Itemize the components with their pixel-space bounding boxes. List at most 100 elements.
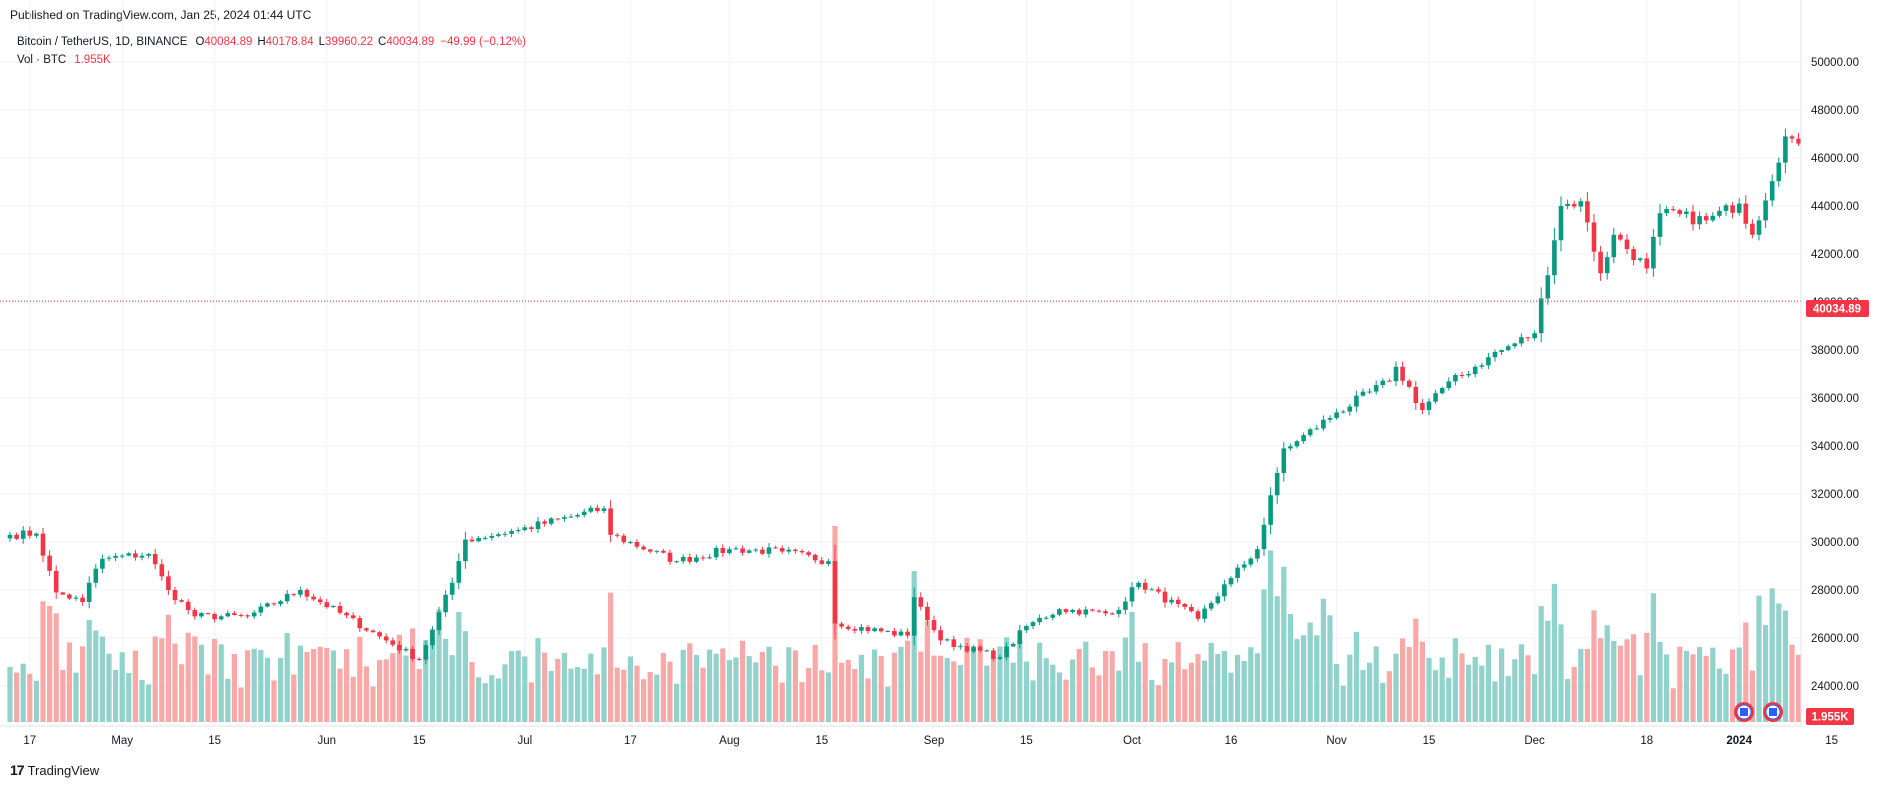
volume-bar <box>1182 669 1188 722</box>
volume-bar <box>1697 647 1703 722</box>
candle-body <box>1083 609 1089 615</box>
candle-body <box>377 632 382 637</box>
volume-bar <box>1089 667 1095 722</box>
volume-bar <box>1393 653 1399 722</box>
candle-body <box>542 521 547 524</box>
candle-body <box>1314 428 1320 430</box>
candle-body <box>964 646 970 652</box>
volume-bar <box>1710 647 1716 722</box>
candle-body <box>634 541 640 547</box>
candle-body <box>1301 435 1306 442</box>
volume-bar <box>1004 637 1010 722</box>
candle-body <box>14 534 19 539</box>
candle-body <box>73 597 79 599</box>
time-tick-label: 18 <box>1640 735 1653 747</box>
candle-body <box>1684 211 1689 215</box>
volume-bar <box>938 655 944 722</box>
candle-body <box>482 537 488 539</box>
volume-bar <box>1043 658 1049 722</box>
volume-bar <box>1380 682 1386 722</box>
volume-bar <box>86 620 92 722</box>
volume-bar <box>1109 651 1115 722</box>
candle-body <box>324 602 330 608</box>
candle-body <box>410 648 415 659</box>
volume-bar <box>1565 679 1571 722</box>
candle-body <box>1327 417 1333 420</box>
candle-body <box>806 552 811 555</box>
candle-body <box>1459 374 1465 376</box>
candle-body <box>1413 386 1419 403</box>
candle-body <box>1710 215 1716 221</box>
volume-bar <box>568 668 574 722</box>
candle-body <box>218 616 224 620</box>
candle-body <box>1149 589 1155 591</box>
candle-body <box>1545 275 1551 299</box>
candle-body <box>1690 211 1696 225</box>
volume-bar <box>614 667 620 722</box>
candle-body <box>1076 609 1082 615</box>
volume-bar <box>528 682 534 722</box>
volume-bar <box>113 669 119 722</box>
candle-body <box>172 590 178 601</box>
volume-bar <box>489 675 495 722</box>
volume-bar <box>245 650 251 722</box>
volume-bar <box>377 660 383 722</box>
candle-body <box>1406 380 1412 387</box>
volume-bar <box>984 665 990 722</box>
volume-bar <box>1294 639 1300 722</box>
candle-body <box>1162 591 1168 603</box>
footer-brand[interactable]: 17 TradingView <box>10 762 99 778</box>
volume-bar <box>542 652 548 722</box>
volume-bar <box>20 663 26 722</box>
volume-bar <box>357 636 363 722</box>
candle-body <box>284 593 290 602</box>
candle-body <box>760 549 765 554</box>
footer-brand-text: TradingView <box>27 762 100 778</box>
time-tick-label: 16 <box>1225 735 1238 747</box>
last-volume-badge-text: 1.955K <box>1811 712 1849 724</box>
candle-body <box>364 628 369 631</box>
candle-body <box>905 631 910 636</box>
candle-body <box>1241 564 1247 568</box>
candle-body <box>826 561 831 564</box>
volume-bar <box>839 662 845 722</box>
candle-body <box>595 507 600 511</box>
candle-body <box>1354 395 1359 407</box>
volume-bar <box>304 651 310 722</box>
volume-bar <box>80 646 86 722</box>
volume-bar <box>1479 665 1485 722</box>
candle-body <box>463 539 468 562</box>
volume-bar <box>601 647 607 722</box>
candle-body <box>892 630 897 636</box>
candle-body <box>1598 251 1603 274</box>
candle-body <box>971 646 976 652</box>
volume-bar <box>1347 654 1353 722</box>
volume-bar <box>1367 662 1373 722</box>
candle-body <box>185 601 191 611</box>
candle-body <box>304 590 310 597</box>
volume-bar <box>396 634 402 722</box>
volume-bar <box>1459 653 1465 722</box>
candle-body <box>238 614 244 616</box>
volume-bar <box>390 653 396 722</box>
volume-bar <box>1208 642 1214 722</box>
volume-bar <box>1670 688 1676 722</box>
volume-bar <box>1162 659 1168 722</box>
volume-bar <box>1624 639 1630 722</box>
volume-bar <box>1096 675 1102 722</box>
volume-bar <box>951 661 957 722</box>
time-tick-label: Nov <box>1326 735 1347 747</box>
volume-bar <box>443 638 449 722</box>
candle-body <box>878 628 884 632</box>
volume-bar <box>1749 670 1755 722</box>
candle-body <box>852 629 858 631</box>
candle-body <box>436 612 442 631</box>
volume-bar <box>476 677 482 722</box>
volume-bar <box>1287 613 1293 722</box>
volume-bar <box>462 631 468 722</box>
candle-body <box>1472 366 1478 375</box>
candle-body <box>146 554 151 556</box>
volume-bar <box>456 612 462 722</box>
candle-body <box>1063 609 1069 613</box>
